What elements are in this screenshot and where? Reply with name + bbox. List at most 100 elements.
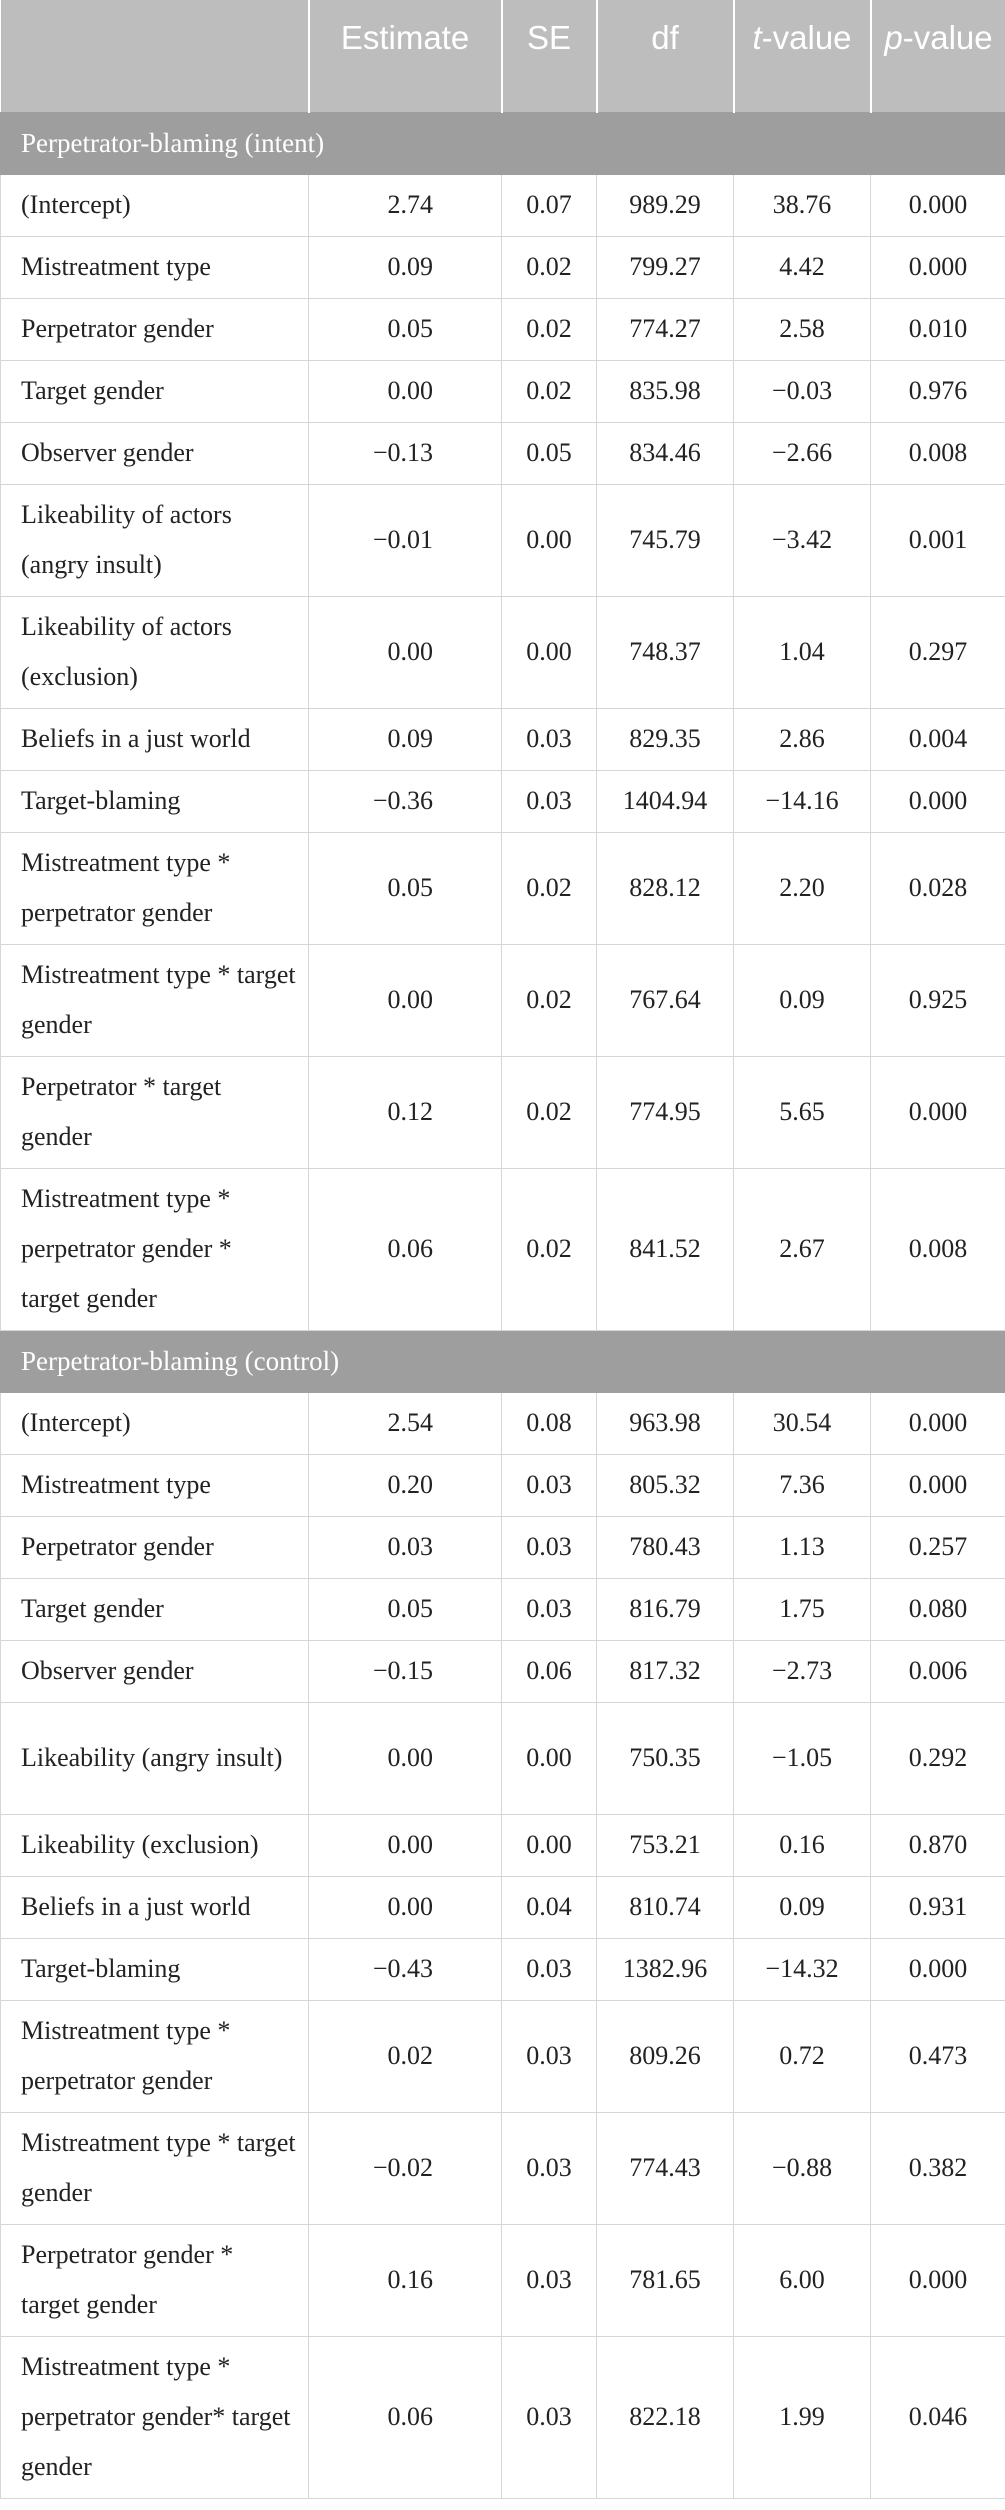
cell-p-value: 0.000 xyxy=(870,1391,1005,1455)
cell-df: 774.27 xyxy=(596,297,734,361)
cell-estimate: 0.16 xyxy=(308,2223,502,2337)
cell-t-value: −0.88 xyxy=(733,2111,871,2225)
header-se: SE xyxy=(500,0,597,112)
cell-p-value: 0.000 xyxy=(870,235,1005,299)
cell-df: 989.29 xyxy=(596,173,734,237)
table-row: Perpetrator * target gender 0.12 0.02 774.9… xyxy=(0,1055,1005,1169)
cell-df: 1404.94 xyxy=(596,769,734,833)
header-p-value: p-value xyxy=(869,0,1005,112)
cell-p-value: 0.297 xyxy=(870,595,1005,709)
cell-estimate: 2.74 xyxy=(308,173,502,237)
cell-estimate: 0.06 xyxy=(308,2335,502,2499)
cell-se: 0.00 xyxy=(501,1701,597,1815)
cell-t-value: 2.20 xyxy=(733,831,871,945)
table-row: Mistreatment type * perpetrator gender 0.… xyxy=(0,1999,1005,2113)
cell-p-value: 0.008 xyxy=(870,421,1005,485)
table-row: Target-blaming −0.36 0.03 1404.94 −14.16 0.00… xyxy=(0,769,1005,833)
cell-t-value: 7.36 xyxy=(733,1453,871,1517)
row-label: Likeability (exclusion) xyxy=(0,1813,309,1877)
row-label: Mistreatment type * perpetrator gender *… xyxy=(0,1167,309,1331)
cell-se: 0.03 xyxy=(501,2111,597,2225)
cell-estimate: 0.12 xyxy=(308,1055,502,1169)
cell-estimate: −0.15 xyxy=(308,1639,502,1703)
cell-estimate: 0.20 xyxy=(308,1453,502,1517)
cell-estimate: 0.05 xyxy=(308,831,502,945)
cell-p-value: 0.473 xyxy=(870,1999,1005,2113)
cell-df: 805.32 xyxy=(596,1453,734,1517)
table-row: Perpetrator gender * target gender 0.16 0.… xyxy=(0,2223,1005,2337)
row-label: Target-blaming xyxy=(0,769,309,833)
table-row: Target-blaming −0.43 0.03 1382.96 −14.32 0.00… xyxy=(0,1937,1005,2001)
cell-se: 0.02 xyxy=(501,943,597,1057)
row-label: Mistreatment type * perpetrator gender xyxy=(0,831,309,945)
cell-df: 963.98 xyxy=(596,1391,734,1455)
cell-se: 0.06 xyxy=(501,1639,597,1703)
table-row: Mistreatment type * perpetrator gender *… xyxy=(0,1167,1005,1331)
cell-df: 781.65 xyxy=(596,2223,734,2337)
cell-se: 0.03 xyxy=(501,1999,597,2113)
cell-df: 816.79 xyxy=(596,1577,734,1641)
cell-p-value: 0.001 xyxy=(870,483,1005,597)
cell-se: 0.02 xyxy=(501,235,597,299)
cell-df: 828.12 xyxy=(596,831,734,945)
table-row: Mistreatment type * perpetrator gender 0.… xyxy=(0,831,1005,945)
cell-se: 0.00 xyxy=(501,1813,597,1877)
cell-df: 1382.96 xyxy=(596,1937,734,2001)
row-label: Target gender xyxy=(0,1577,309,1641)
cell-estimate: 0.03 xyxy=(308,1515,502,1579)
cell-t-value: −1.05 xyxy=(733,1701,871,1815)
header-p-symbol: p xyxy=(884,19,903,56)
table-row: Mistreatment type * target gender 0.00 0.0… xyxy=(0,943,1005,1057)
cell-se: 0.00 xyxy=(501,483,597,597)
cell-estimate: 0.05 xyxy=(308,297,502,361)
cell-estimate: 0.00 xyxy=(308,1701,502,1815)
cell-df: 767.64 xyxy=(596,943,734,1057)
cell-t-value: 0.16 xyxy=(733,1813,871,1877)
cell-df: 834.46 xyxy=(596,421,734,485)
row-label: Observer gender xyxy=(0,421,309,485)
cell-se: 0.03 xyxy=(501,707,597,771)
cell-t-value: 5.65 xyxy=(733,1055,871,1169)
cell-estimate: −0.13 xyxy=(308,421,502,485)
cell-se: 0.00 xyxy=(501,595,597,709)
cell-estimate: −0.43 xyxy=(308,1937,502,2001)
cell-t-value: 30.54 xyxy=(733,1391,871,1455)
cell-se: 0.03 xyxy=(501,1937,597,2001)
cell-df: 822.18 xyxy=(596,2335,734,2499)
cell-t-value: 1.99 xyxy=(733,2335,871,2499)
table-row: Target gender 0.05 0.03 816.79 1.75 0.080 xyxy=(0,1577,1005,1641)
table-row: Likeability (angry insult) 0.00 0.00 750.35… xyxy=(0,1701,1005,1815)
table-row: Likeability (exclusion) 0.00 0.00 753.21 0.1… xyxy=(0,1813,1005,1877)
row-label: Mistreatment type * target gender xyxy=(0,2111,309,2225)
cell-se: 0.02 xyxy=(501,1055,597,1169)
section-header-row: Perpetrator-blaming (control) xyxy=(0,1329,1005,1393)
cell-p-value: 0.976 xyxy=(870,359,1005,423)
cell-df: 750.35 xyxy=(596,1701,734,1815)
cell-df: 799.27 xyxy=(596,235,734,299)
cell-t-value: −2.73 xyxy=(733,1639,871,1703)
cell-t-value: 1.75 xyxy=(733,1577,871,1641)
cell-estimate: 0.02 xyxy=(308,1999,502,2113)
table-row: Perpetrator gender 0.05 0.02 774.27 2.58 0.01… xyxy=(0,297,1005,361)
cell-se: 0.02 xyxy=(501,831,597,945)
cell-estimate: 0.00 xyxy=(308,595,502,709)
cell-t-value: 0.72 xyxy=(733,1999,871,2113)
row-label: Mistreatment type * perpetrator gender* … xyxy=(0,2335,309,2499)
cell-estimate: 2.54 xyxy=(308,1391,502,1455)
table-row: Target gender 0.00 0.02 835.98 −0.03 0.976 xyxy=(0,359,1005,423)
cell-t-value: 0.09 xyxy=(733,1875,871,1939)
cell-p-value: 0.004 xyxy=(870,707,1005,771)
cell-df: 753.21 xyxy=(596,1813,734,1877)
cell-t-value: −14.32 xyxy=(733,1937,871,2001)
table-row: Mistreatment type 0.09 0.02 799.27 4.42 0.000 xyxy=(0,235,1005,299)
row-label: Perpetrator gender xyxy=(0,1515,309,1579)
table-row: Observer gender −0.15 0.06 817.32 −2.73 0.006 xyxy=(0,1639,1005,1703)
cell-df: 774.43 xyxy=(596,2111,734,2225)
table-row: (Intercept) 2.74 0.07 989.29 38.76 0.000 xyxy=(0,173,1005,237)
cell-df: 829.35 xyxy=(596,707,734,771)
cell-p-value: 0.925 xyxy=(870,943,1005,1057)
cell-se: 0.03 xyxy=(501,769,597,833)
cell-estimate: 0.00 xyxy=(308,359,502,423)
cell-se: 0.03 xyxy=(501,1515,597,1579)
